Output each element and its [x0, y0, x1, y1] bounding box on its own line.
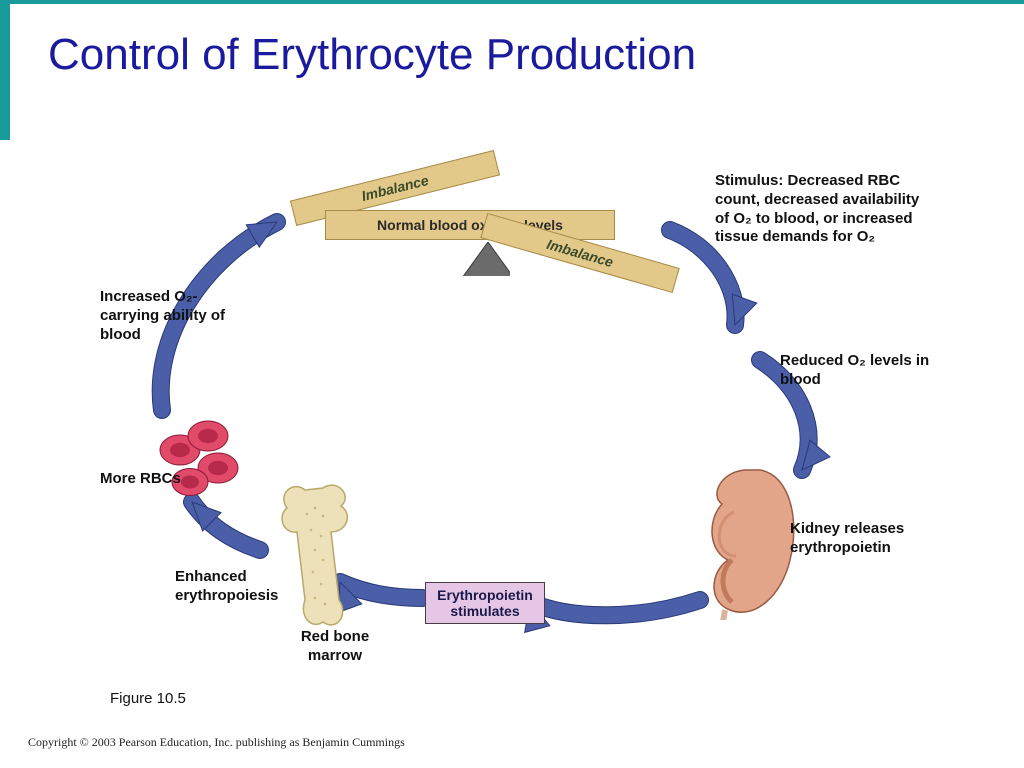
- reduced-o2-label: Reduced O₂ levels in blood: [780, 352, 930, 390]
- accent-left-bar: [0, 0, 10, 140]
- page-title: Control of Erythrocyte Production: [48, 30, 696, 80]
- figure-number-label: Figure 10.5: [110, 690, 186, 707]
- epo-stimulates-box: Erythropoietin stimulates: [425, 582, 545, 624]
- enhanced-erythropoiesis-label: Enhanced erythropoiesis: [175, 568, 315, 606]
- cycle-diagram: Imbalance Normal blood oxygen levels Imb…: [100, 150, 930, 680]
- accent-top-bar: [0, 0, 1024, 4]
- copyright-text: Copyright © 2003 Pearson Education, Inc.…: [28, 735, 405, 750]
- stimulus-label: Stimulus: Decreased RBC count, decreased…: [715, 172, 925, 247]
- red-bone-marrow-label: Red bone marrow: [275, 628, 395, 666]
- increased-o2-label: Increased O₂- carrying ability of blood: [100, 288, 240, 344]
- kidney-release-label: Kidney releases erythropoietin: [790, 520, 950, 558]
- more-rbcs-label: More RBCs: [100, 470, 190, 489]
